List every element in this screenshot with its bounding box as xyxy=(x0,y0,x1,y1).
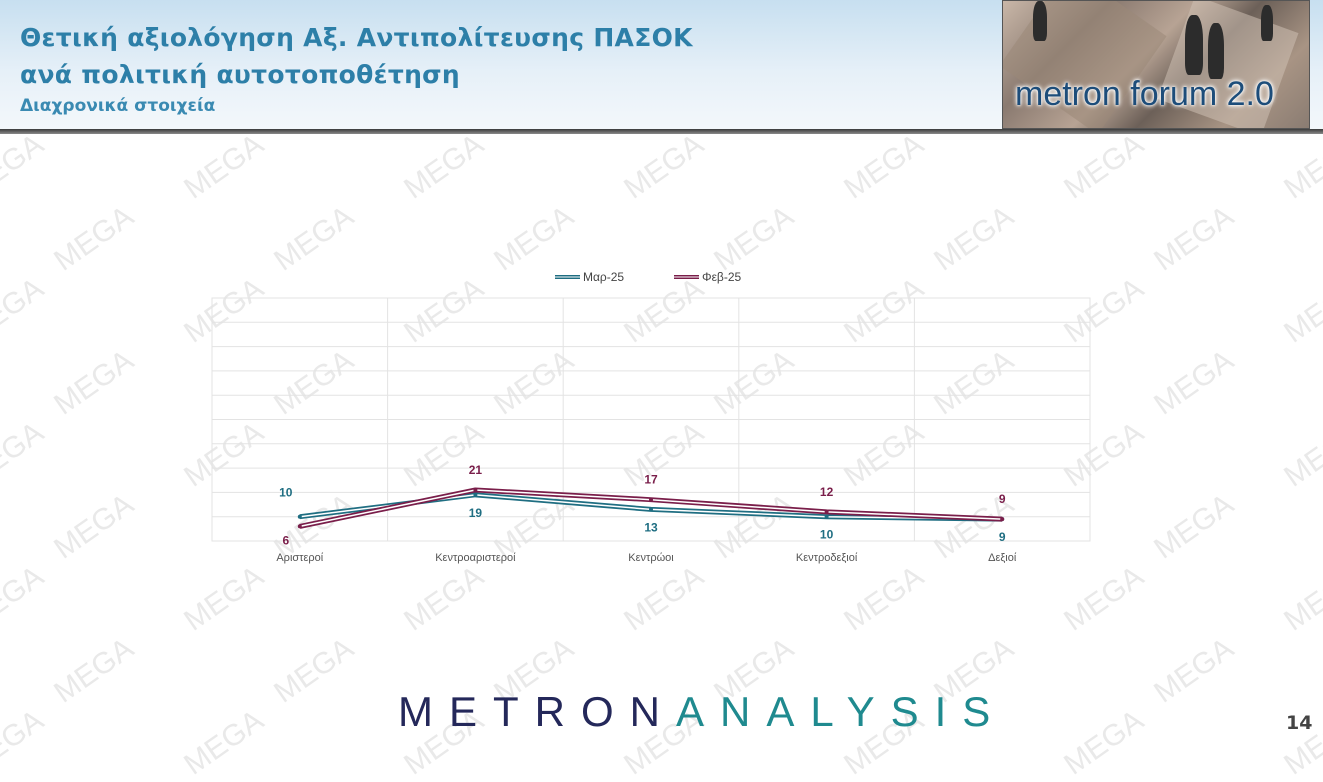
line-chart: Αριστεροί Κεντροαριστεροί Κεντρώοι Κεντροδε… xyxy=(211,270,1091,564)
data-label-feb: 9 xyxy=(999,492,1006,506)
logo-text: metron forum 2.0 xyxy=(1015,75,1274,113)
x-tick-label: Κεντροαριστεροί xyxy=(435,552,516,564)
brand-part2: ANALYSIS xyxy=(676,688,1007,735)
data-label-mar: 19 xyxy=(469,506,483,520)
data-label-mar: 10 xyxy=(820,528,834,542)
data-label-feb: 12 xyxy=(820,485,834,499)
series-point xyxy=(649,497,653,502)
page-number: 14 xyxy=(1286,712,1313,734)
series-point xyxy=(1000,517,1005,522)
brand-part1: METRON xyxy=(398,688,676,735)
series-point xyxy=(473,492,478,497)
series-point xyxy=(473,487,478,492)
legend-label: Φεβ-25 xyxy=(702,270,741,284)
legend-label: Μαρ-25 xyxy=(583,270,624,284)
x-tick-label: Δεξιοί xyxy=(988,552,1017,564)
page-title-line2: ανά πολιτική αυτοτοποθέτηση xyxy=(20,60,461,89)
metron-analysis-logo: METRONANALYSIS xyxy=(398,688,1006,736)
metron-forum-logo: metron forum 2.0 xyxy=(1002,0,1310,129)
data-label-feb: 17 xyxy=(644,473,658,487)
series-point xyxy=(649,507,653,512)
x-tick-label: Κεντρώοι xyxy=(628,552,674,564)
series-point xyxy=(824,509,829,514)
series-point xyxy=(297,524,302,529)
x-tick-label: Αριστεροί xyxy=(276,552,323,564)
x-tick-label: Κεντροδεξιοί xyxy=(796,552,858,564)
data-label-mar: 10 xyxy=(279,486,293,500)
data-label-feb: 6 xyxy=(282,533,289,547)
series-point xyxy=(824,514,829,519)
data-label-mar: 9 xyxy=(999,530,1006,544)
page-title-line1: Θετική αξιολόγηση Αξ. Αντιπολίτευσης ΠΑΣ… xyxy=(20,23,693,52)
data-label-feb: 21 xyxy=(469,463,483,477)
series-point xyxy=(297,514,302,519)
page-subtitle: Διαχρονικά στοιχεία xyxy=(20,96,216,116)
header-divider xyxy=(0,129,1323,134)
data-label-mar: 13 xyxy=(644,520,658,534)
